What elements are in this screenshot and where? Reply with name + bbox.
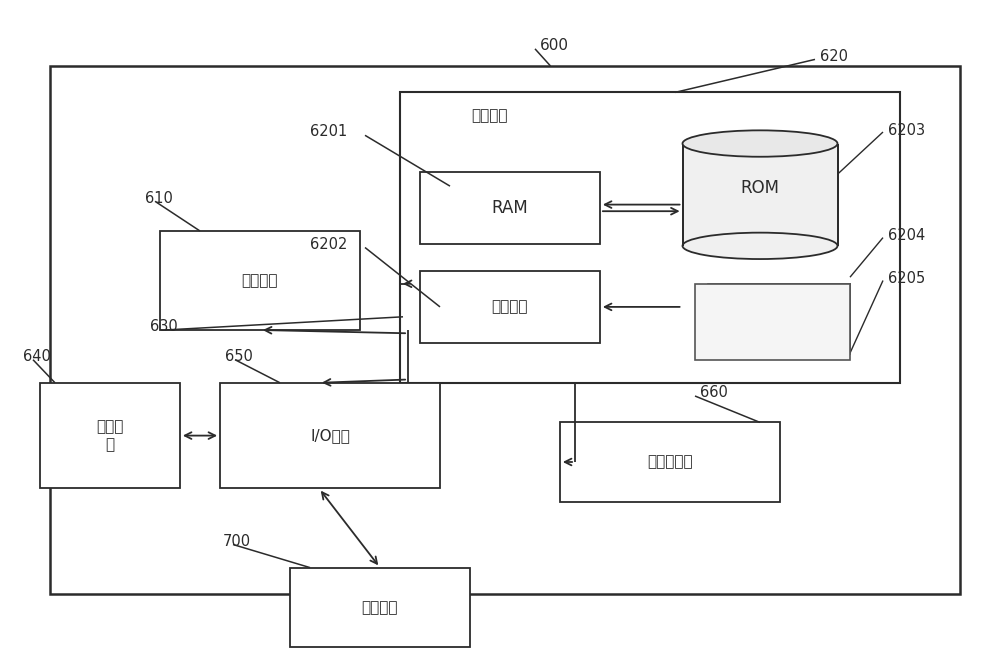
Bar (420, 271, 600, 343)
Text: RAM: RAM (492, 199, 528, 217)
Text: 6203: 6203 (888, 123, 925, 137)
Text: 610: 610 (145, 191, 173, 205)
Text: 6202: 6202 (310, 237, 347, 251)
Text: 显示单
元: 显示单 元 (96, 419, 124, 452)
Ellipse shape (682, 233, 838, 259)
Text: 高速缓存: 高速缓存 (492, 300, 528, 314)
Text: 620: 620 (820, 49, 848, 63)
Text: 6205: 6205 (888, 271, 925, 286)
Text: 660: 660 (700, 385, 728, 400)
Text: ROM: ROM (740, 179, 780, 197)
Bar (695, 284, 850, 360)
Ellipse shape (682, 131, 838, 157)
Text: I/O接口: I/O接口 (310, 428, 350, 443)
Bar (160, 231, 360, 330)
Text: 700: 700 (223, 534, 251, 548)
Text: 640: 640 (23, 349, 51, 364)
Text: 630: 630 (150, 319, 178, 334)
Bar (560, 422, 780, 502)
Bar (420, 172, 600, 244)
Bar (682, 143, 838, 246)
Text: 650: 650 (225, 349, 253, 364)
Bar (708, 284, 850, 354)
Text: 存储单元: 存储单元 (472, 108, 508, 123)
Text: 600: 600 (540, 38, 569, 53)
Text: 处理单元: 处理单元 (242, 273, 278, 288)
Text: 6201: 6201 (310, 125, 347, 139)
Text: 网络适配器: 网络适配器 (647, 455, 693, 469)
Bar (400, 92, 900, 383)
Bar (50, 66, 960, 594)
Text: 6204: 6204 (888, 228, 925, 243)
Bar (290, 568, 470, 647)
Bar (40, 383, 180, 488)
Bar (734, 284, 850, 342)
Bar (220, 383, 440, 488)
Bar (721, 284, 850, 348)
Text: 外部设备: 外部设备 (362, 600, 398, 614)
